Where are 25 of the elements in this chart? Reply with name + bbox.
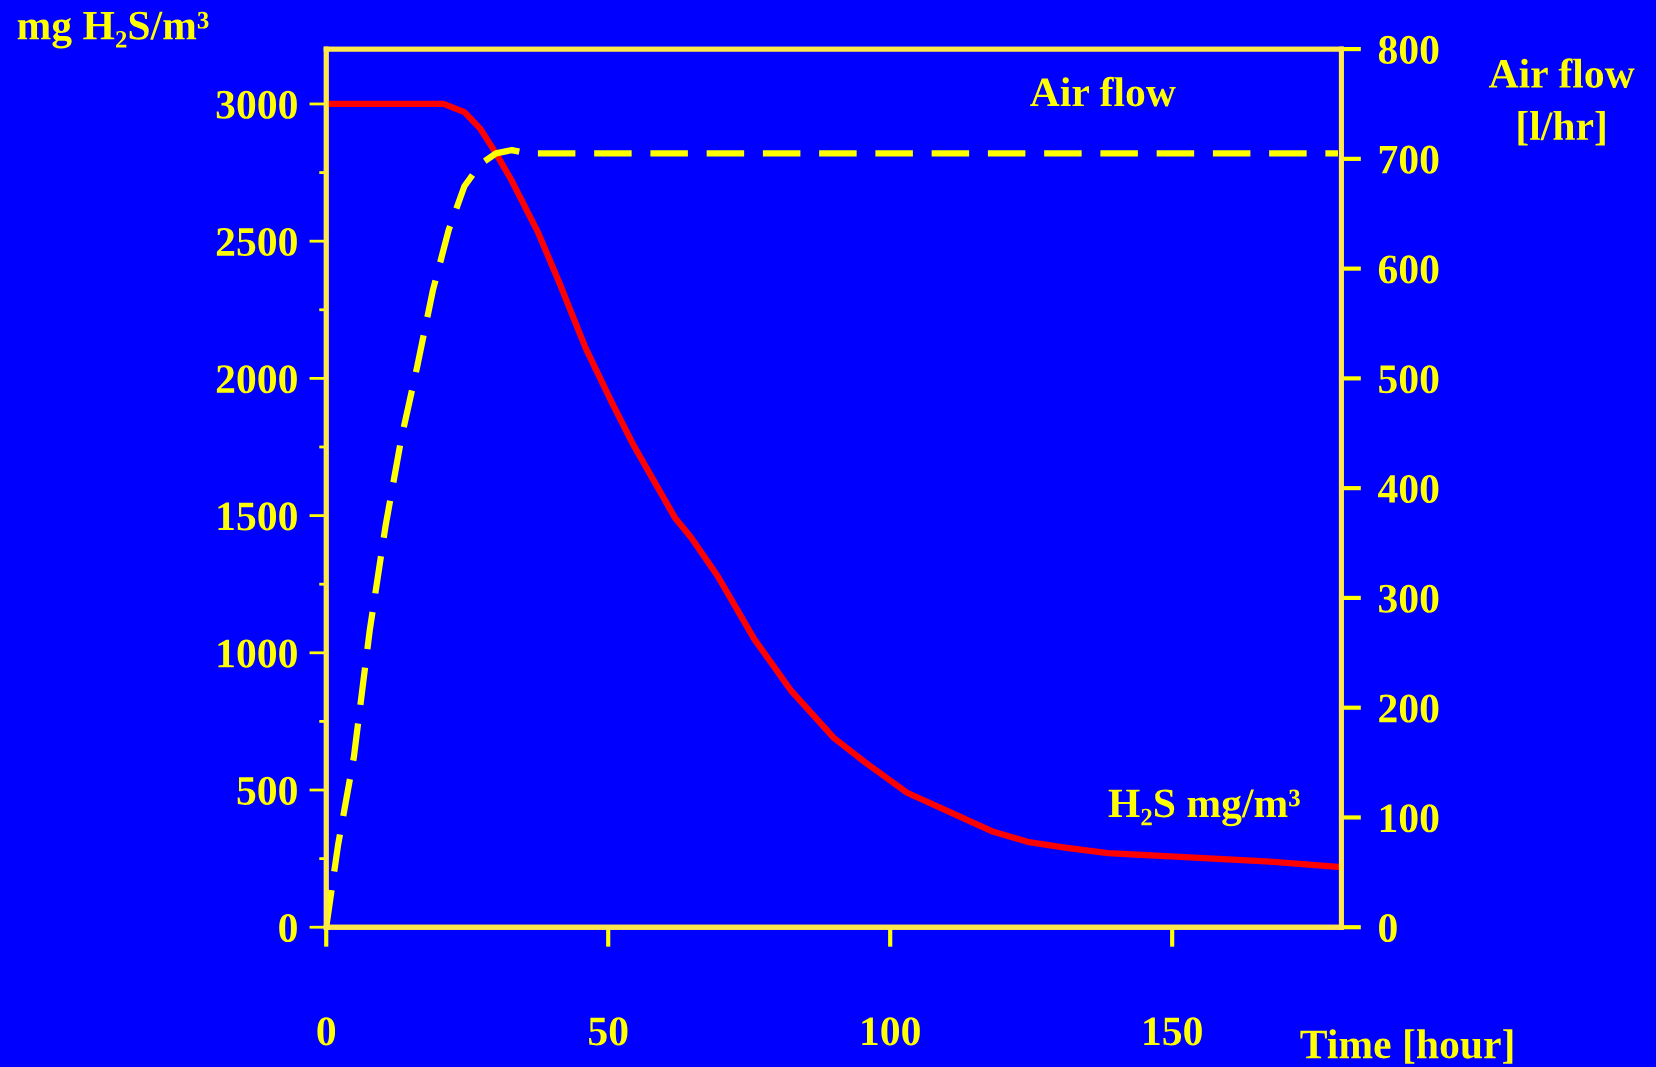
y2-tick-label: 100 xyxy=(1380,804,1439,833)
y-tick-label: 2500 xyxy=(216,227,297,257)
x-tick-label: 0 xyxy=(317,1017,336,1046)
y2-tick-label: 700 xyxy=(1379,145,1439,174)
y2-axis-title: Air flow [l/hr] xyxy=(1488,58,1635,146)
y2-tick-label: 200 xyxy=(1379,694,1439,723)
y2-tick-label: 600 xyxy=(1378,255,1439,284)
y2-tick-label: 400 xyxy=(1378,474,1439,504)
y-tick-label: 3000 xyxy=(216,90,297,119)
y2-tick-label: 300 xyxy=(1379,584,1439,613)
annotation: H₂S mg/m³ xyxy=(1108,789,1300,827)
y-tick-label: 2000 xyxy=(216,365,297,394)
y2-tick-label: 0 xyxy=(1379,913,1397,943)
x-axis-title: Time [hour] xyxy=(1300,1029,1513,1064)
y-tick-label: 1000 xyxy=(218,639,297,668)
y-axis-title: mg H₂S/m³ xyxy=(17,11,209,49)
y-tick-label: 0 xyxy=(279,913,297,943)
y-tick-label: 1500 xyxy=(218,502,297,531)
x-tick-label: 150 xyxy=(1144,1017,1202,1046)
x-tick-label: 50 xyxy=(589,1017,628,1046)
y2-tick-label: 500 xyxy=(1379,365,1439,394)
x-tick-label: 100 xyxy=(862,1017,920,1046)
y2-tick-label: 800 xyxy=(1378,35,1439,64)
annotation: Air flow xyxy=(1030,76,1176,107)
y-tick-label: 500 xyxy=(237,776,297,805)
